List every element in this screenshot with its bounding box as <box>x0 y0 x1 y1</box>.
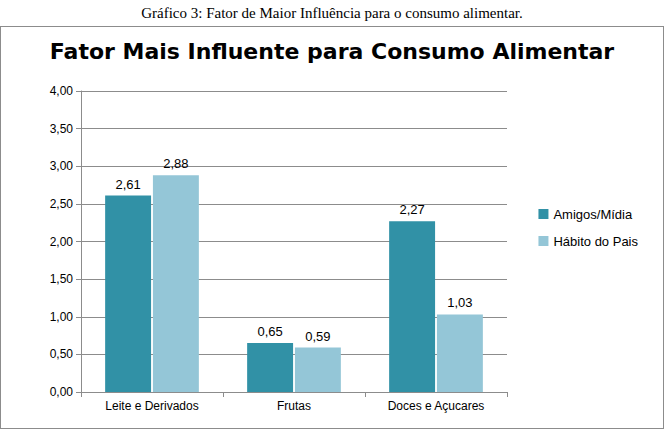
svg-text:1,00: 1,00 <box>50 310 74 324</box>
svg-text:1,50: 1,50 <box>50 272 74 286</box>
svg-text:2,00: 2,00 <box>50 235 74 249</box>
svg-text:4,00: 4,00 <box>50 84 74 98</box>
svg-text:3,00: 3,00 <box>50 159 74 173</box>
svg-text:0,50: 0,50 <box>50 347 74 361</box>
svg-text:2,27: 2,27 <box>399 202 424 217</box>
svg-text:Leite e Derivados: Leite e Derivados <box>105 399 198 413</box>
svg-text:2,88: 2,88 <box>163 156 188 171</box>
svg-text:Hábito do Pais: Hábito do Pais <box>553 234 638 249</box>
svg-text:3,50: 3,50 <box>50 122 74 136</box>
html-text:Gráfico 3: Fator de Maior Infl: Gráfico 3: Fator de Maior Influência par… <box>141 5 523 21</box>
svg-text:0,65: 0,65 <box>257 324 282 339</box>
svg-text:Fator Mais Influente para Cons: Fator Mais Influente para Consumo Alimen… <box>50 39 615 64</box>
svg-text:2,50: 2,50 <box>50 197 74 211</box>
svg-text:1,03: 1,03 <box>447 295 472 310</box>
svg-text:Amigos/Mídia: Amigos/Mídia <box>553 207 633 222</box>
svg-text:2,61: 2,61 <box>115 177 140 192</box>
svg-text:0,59: 0,59 <box>305 329 330 344</box>
svg-text:0,00: 0,00 <box>50 385 74 399</box>
svg-text:Frutas: Frutas <box>277 399 311 413</box>
svg-text:Doces e Açucares: Doces e Açucares <box>388 399 485 413</box>
